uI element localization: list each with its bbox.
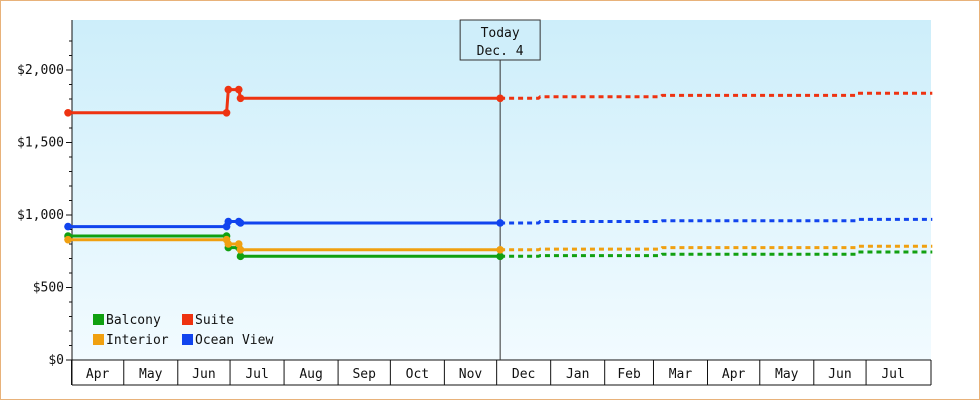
month-label: May	[775, 367, 799, 382]
data-point	[496, 246, 504, 254]
series-forecast-line	[500, 217, 933, 225]
month-axis: Apr May Jun Jul Aug Sep Oct Nov Dec Jan Feb Mar Apr M…	[70, 359, 932, 386]
data-point	[222, 108, 231, 117]
series-ocean-view	[64, 217, 933, 231]
series-line	[68, 238, 501, 252]
data-point	[224, 240, 233, 248]
legend-label: Interior	[106, 333, 169, 348]
series-forecast-line	[500, 91, 933, 100]
month-label: Sep	[352, 367, 376, 382]
today-label: Today	[481, 26, 520, 41]
legend-label: Suite	[195, 313, 234, 328]
month-label: Apr	[722, 367, 746, 382]
data-point	[496, 252, 504, 261]
month-label: Jul	[245, 367, 268, 382]
legend-item: Interior	[93, 333, 169, 348]
y-tick-label: $1,000	[17, 208, 64, 223]
month-label: Feb	[617, 367, 641, 382]
series-line	[68, 88, 501, 115]
month-label: Apr	[86, 367, 110, 382]
month-label: Mar	[669, 367, 693, 382]
plot-background	[72, 20, 931, 360]
y-tick-label: $2,000	[17, 63, 64, 78]
data-point	[234, 240, 243, 248]
data-point	[236, 252, 245, 261]
legend-item: Ocean View	[182, 333, 273, 348]
series-forecast-line	[500, 244, 933, 252]
data-point	[236, 246, 245, 254]
data-point	[236, 219, 245, 227]
series-forecast-line	[500, 250, 933, 258]
y-tick-label: $1,500	[17, 136, 64, 151]
legend: Balcony Suite Interior Ocean View	[93, 313, 273, 348]
legend-swatch	[93, 314, 104, 325]
data-point	[64, 222, 72, 231]
data-point	[224, 217, 233, 226]
data-point	[224, 85, 233, 94]
y-tick-label: $0	[48, 353, 64, 368]
month-label: Jul	[881, 367, 904, 382]
month-label: Aug	[299, 367, 322, 382]
month-label: Jan	[566, 367, 589, 382]
month-label: Oct	[406, 367, 429, 382]
legend-swatch	[182, 314, 193, 325]
legend-label: Balcony	[106, 313, 161, 328]
legend-item: Suite	[182, 313, 234, 328]
month-label: Jun	[192, 367, 215, 382]
data-point	[496, 94, 504, 103]
data-point	[236, 94, 245, 103]
data-point	[496, 219, 504, 227]
legend-item: Balcony	[93, 313, 161, 328]
data-point	[64, 108, 72, 117]
series-interior	[64, 235, 933, 254]
today-label-box	[459, 19, 541, 61]
legend-swatch	[182, 334, 193, 345]
data-point	[64, 235, 72, 244]
legend-label: Ocean View	[195, 333, 273, 348]
data-point	[234, 85, 243, 94]
series-line	[68, 220, 501, 229]
y-axis: $0 $500 $1,000 $1,500 $2,000	[17, 20, 73, 368]
legend-swatch	[93, 334, 104, 345]
series-line	[68, 234, 501, 258]
today-date: Dec. 4	[477, 44, 524, 59]
month-label: May	[139, 367, 163, 382]
today-marker: Today Dec. 4	[459, 19, 541, 360]
month-label: Jun	[828, 367, 851, 382]
series-suite	[64, 85, 933, 117]
y-tick-label: $500	[33, 281, 64, 296]
month-label: Nov	[459, 367, 483, 382]
series-layer	[64, 85, 933, 261]
month-label: Dec	[512, 367, 535, 382]
